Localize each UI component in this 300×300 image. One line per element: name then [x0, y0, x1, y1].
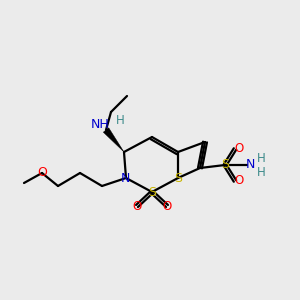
Polygon shape: [103, 128, 124, 152]
Text: H: H: [256, 152, 266, 164]
Text: S: S: [221, 158, 229, 172]
Text: H: H: [116, 113, 124, 127]
Text: H: H: [256, 166, 266, 178]
Text: O: O: [132, 200, 142, 214]
Text: O: O: [162, 200, 172, 214]
Text: O: O: [234, 142, 244, 155]
Text: O: O: [37, 167, 47, 179]
Text: S: S: [148, 185, 156, 199]
Text: N: N: [120, 172, 130, 184]
Text: N: N: [245, 158, 255, 172]
Text: O: O: [234, 175, 244, 188]
Text: S: S: [174, 172, 182, 184]
Text: NH: NH: [91, 118, 110, 131]
